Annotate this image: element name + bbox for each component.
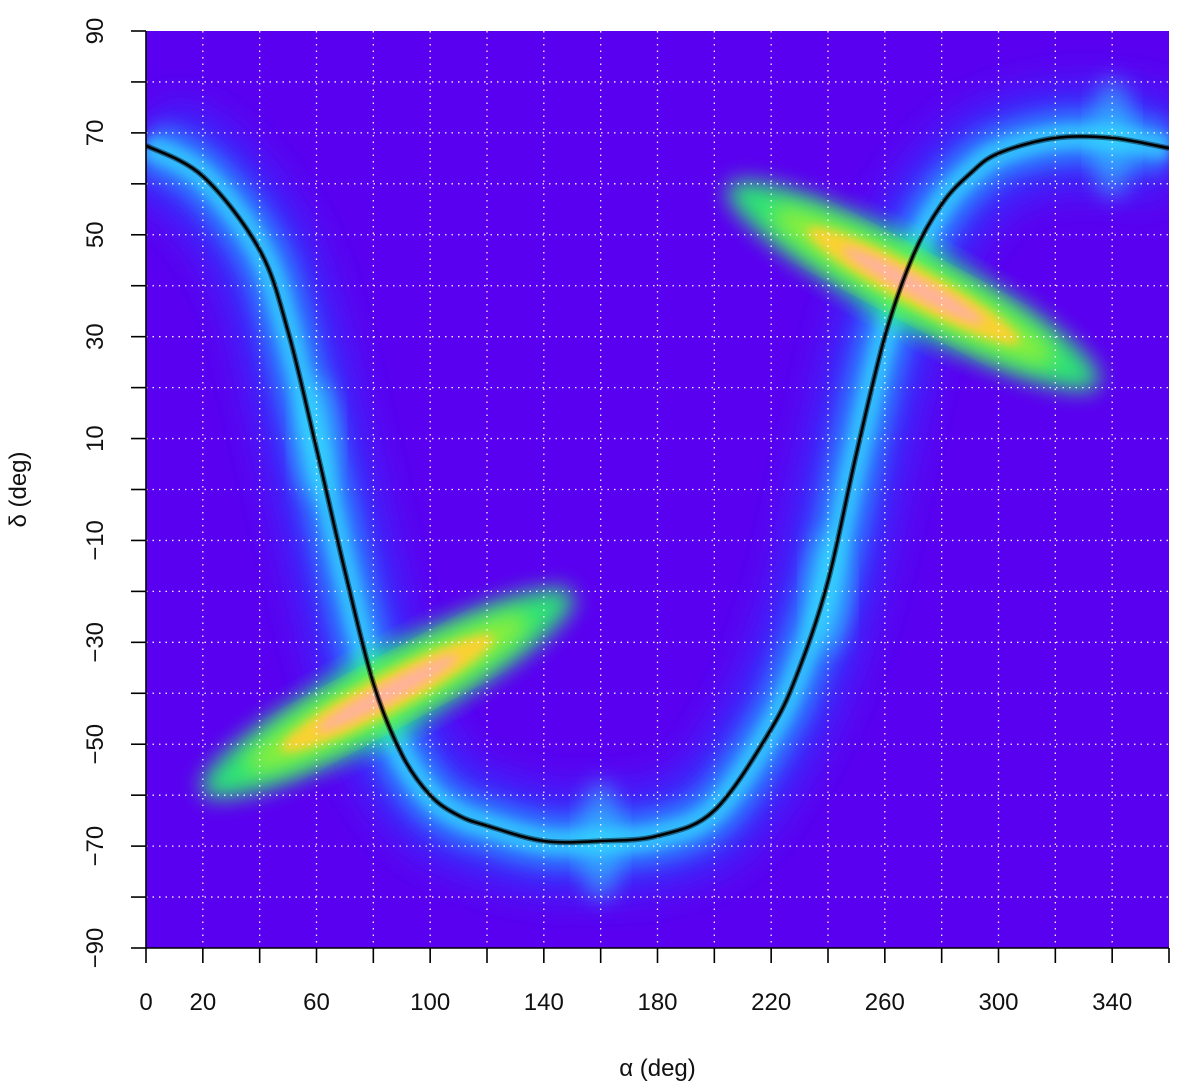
grid xyxy=(146,31,1169,948)
y-tick-label: 90 xyxy=(82,18,109,45)
y-tick-label: 10 xyxy=(82,425,109,452)
axes: 0 20 60 100 140 180 220 260 300 340 −90 −70 −50 −30 −1… xyxy=(82,18,1170,1016)
y-tick-label: −10 xyxy=(82,520,109,561)
x-tick-label: 100 xyxy=(410,989,450,1016)
y-axis-title: δ (deg) xyxy=(5,451,32,527)
y-tick-label: 50 xyxy=(82,221,109,248)
x-tick-label: 300 xyxy=(978,989,1018,1016)
x-tick-label: 340 xyxy=(1092,989,1132,1016)
series-layer xyxy=(146,133,1169,846)
x-tick-label: 140 xyxy=(524,989,564,1016)
x-tick-label: 220 xyxy=(751,989,791,1016)
series-line xyxy=(146,135,1169,844)
x-tick-label: 60 xyxy=(303,989,330,1016)
x-tick-label: 20 xyxy=(189,989,216,1016)
y-tick-label: −70 xyxy=(82,826,109,867)
x-tick-label: 180 xyxy=(637,989,677,1016)
x-axis-title: α (deg) xyxy=(619,1055,696,1082)
y-tick-label: −30 xyxy=(82,622,109,663)
x-tick-label: 260 xyxy=(865,989,905,1016)
y-tick-label: 30 xyxy=(82,323,109,350)
y-tick-label: −90 xyxy=(82,928,109,969)
y-tick-label: 70 xyxy=(82,120,109,147)
y-tick-label: −50 xyxy=(82,724,109,765)
x-tick-label: 0 xyxy=(139,989,152,1016)
